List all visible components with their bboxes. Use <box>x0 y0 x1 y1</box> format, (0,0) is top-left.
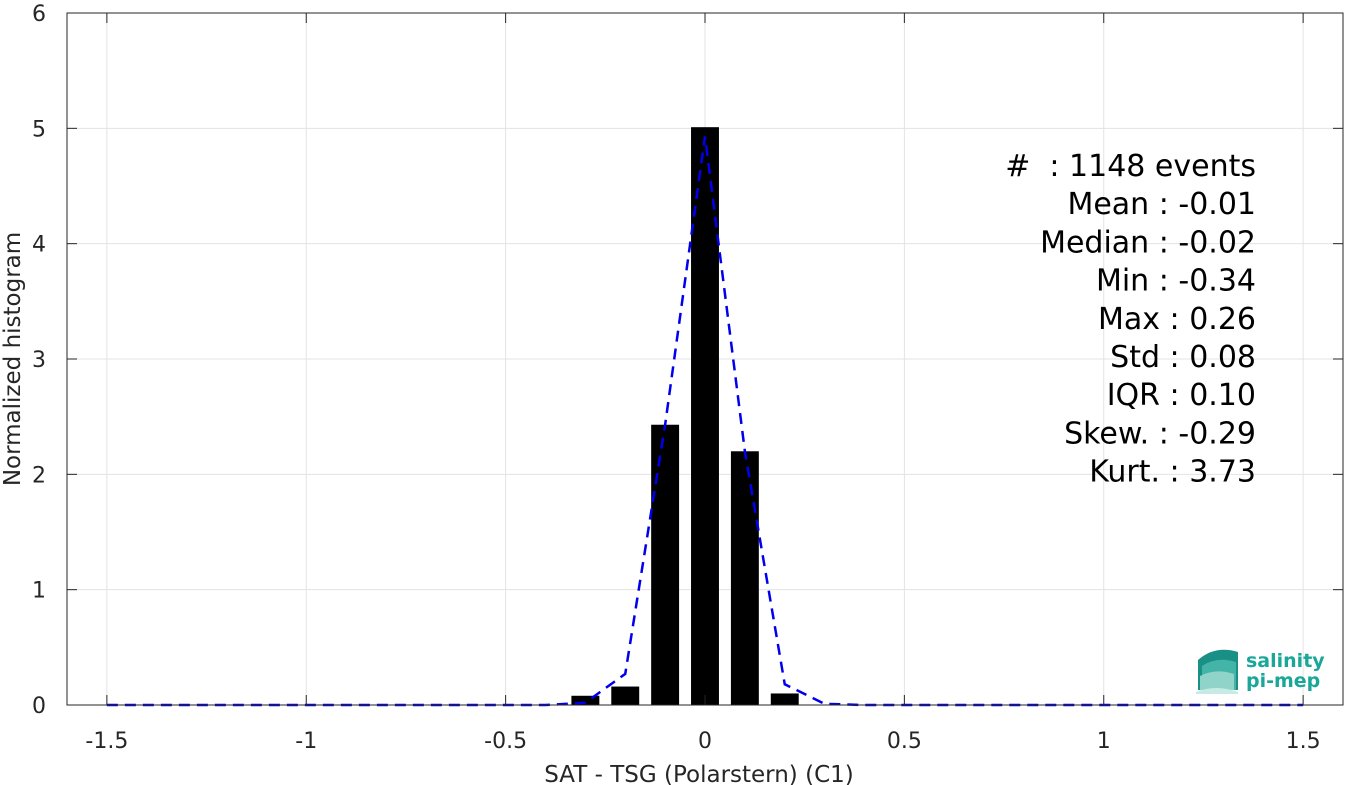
stats-line: Kurt. : 3.73 <box>1089 455 1256 490</box>
stats-line: Min : -0.34 <box>1096 264 1256 299</box>
histogram-bar <box>691 127 719 706</box>
y-tick-label: 3 <box>32 348 46 373</box>
y-tick-label: 4 <box>32 233 46 258</box>
wave-logo-icon <box>1196 649 1238 694</box>
stats-line: Skew. : -0.29 <box>1064 416 1256 451</box>
y-tick-label: 0 <box>32 694 46 719</box>
y-tick-label: 1 <box>32 579 46 604</box>
axis-ticks: -1.5 -1 -0.5 0 0.5 1 1.5 0 1 2 3 4 5 6 <box>32 2 1343 754</box>
stats-line: Mean : -0.01 <box>1067 187 1256 222</box>
x-tick-label: 0 <box>698 729 712 754</box>
salinity-pi-mep-logo: salinity pi-mep <box>1196 649 1325 694</box>
x-tick-label: 1 <box>1097 729 1111 754</box>
stats-line: Median : -0.02 <box>1040 225 1256 260</box>
x-tick-label: 1.5 <box>1286 729 1321 754</box>
y-axis-label: Normalized histogram <box>0 232 26 486</box>
x-tick-label: -0.5 <box>484 729 527 754</box>
stats-line: Max : 0.26 <box>1098 302 1256 337</box>
x-tick-label: -1 <box>295 729 317 754</box>
y-tick-label: 5 <box>32 117 46 142</box>
stats-line: # : 1148 events <box>1005 149 1256 184</box>
y-tick-label: 6 <box>32 2 46 27</box>
histogram-bar <box>770 693 799 705</box>
bars <box>571 127 799 706</box>
y-tick-label: 2 <box>32 463 46 488</box>
histogram-bar <box>571 695 600 705</box>
histogram-bar <box>651 424 680 705</box>
histogram-bar <box>611 686 640 705</box>
histogram-bar <box>730 451 759 705</box>
x-axis-label: SAT - TSG (Polarstern) (C1) <box>544 762 853 785</box>
logo-text-line2: pi-mep <box>1246 670 1320 692</box>
stats-line: IQR : 0.10 <box>1107 378 1256 413</box>
x-tick-label: -1.5 <box>85 729 128 754</box>
x-tick-label: 0.5 <box>887 729 922 754</box>
stats-line: Std : 0.08 <box>1110 340 1256 375</box>
logo-text-line1: salinity <box>1246 650 1325 672</box>
